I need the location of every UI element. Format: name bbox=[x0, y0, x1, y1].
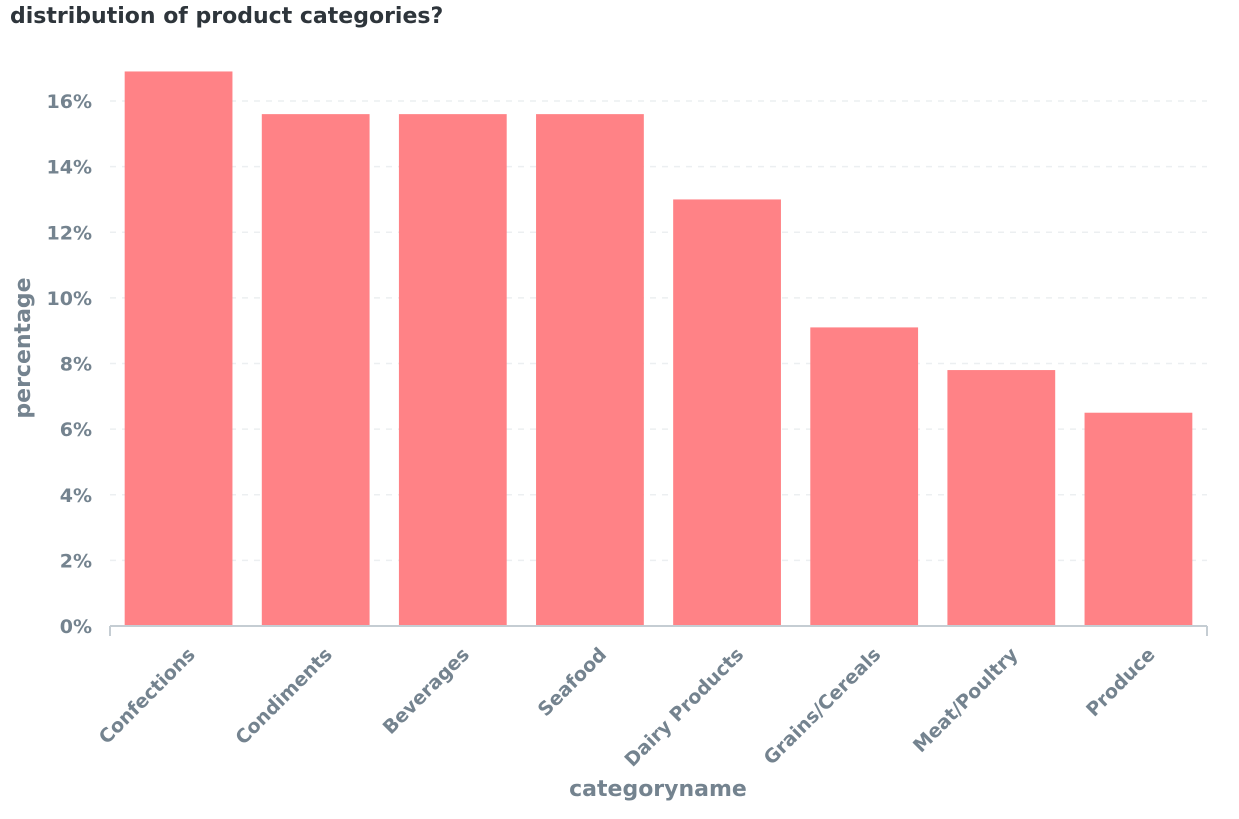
y-tick-label: 4% bbox=[60, 485, 92, 507]
x-tick-label: Grains/Cereals bbox=[760, 644, 886, 770]
bar[interactable] bbox=[810, 327, 919, 626]
bar[interactable] bbox=[398, 114, 507, 626]
y-tick-label: 14% bbox=[47, 157, 92, 179]
y-tick-label: 12% bbox=[47, 222, 92, 244]
x-tick-labels: Confections Condiments Beverages Seafood Dai… bbox=[95, 643, 1160, 771]
y-tick-labels: 0% 2% 4% 6% 8% 10% 12% 14% 16% bbox=[47, 91, 92, 638]
x-tick-label: Dairy Products bbox=[621, 644, 749, 772]
x-axis-title: categoryname bbox=[569, 777, 747, 802]
x-tick-label: Confections bbox=[95, 644, 200, 749]
y-tick-label: 10% bbox=[47, 288, 92, 310]
bars bbox=[124, 71, 1193, 626]
x-tick-label: Produce bbox=[1082, 644, 1160, 722]
y-tick-label: 2% bbox=[60, 550, 92, 572]
x-tick-label: Beverages bbox=[379, 644, 474, 739]
bar[interactable] bbox=[947, 370, 1056, 626]
y-tick-label: 16% bbox=[47, 91, 92, 113]
bar[interactable] bbox=[1084, 412, 1193, 626]
x-tick-label: Meat/Poultry bbox=[909, 643, 1023, 757]
y-axis-title: percentage bbox=[11, 277, 36, 418]
y-tick-label: 0% bbox=[60, 616, 92, 638]
bar[interactable] bbox=[261, 114, 370, 626]
x-tick-label: Seafood bbox=[534, 644, 611, 721]
bar[interactable] bbox=[673, 199, 781, 626]
y-tick-label: 8% bbox=[60, 354, 92, 376]
x-tick-label: Condiments bbox=[231, 644, 337, 750]
bar[interactable] bbox=[124, 71, 233, 626]
bar[interactable] bbox=[536, 114, 644, 626]
chart-title: distribution of product categories? bbox=[10, 4, 444, 29]
y-tick-label: 6% bbox=[60, 419, 92, 441]
